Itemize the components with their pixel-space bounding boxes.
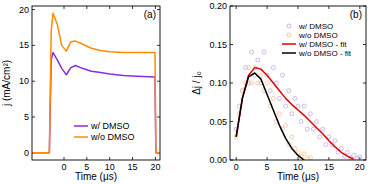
legend-swatch bbox=[74, 125, 88, 127]
plot-data bbox=[234, 50, 362, 160]
scatter-point bbox=[293, 96, 297, 100]
y-tick-label: 10 bbox=[19, 76, 29, 86]
scatter-point bbox=[256, 58, 260, 62]
y-tick bbox=[363, 83, 366, 84]
scatter-point bbox=[308, 156, 312, 160]
legend-swatch bbox=[282, 43, 296, 45]
scatter-point bbox=[321, 127, 325, 131]
scatter-point bbox=[299, 120, 303, 124]
y-tick-label: 15 bbox=[19, 40, 29, 50]
legend-swatch bbox=[287, 33, 291, 37]
panel-label: (b) bbox=[350, 9, 362, 20]
frame bbox=[230, 6, 366, 160]
scatter-point bbox=[290, 112, 294, 116]
legend-swatch bbox=[287, 24, 291, 28]
scatter-point bbox=[315, 120, 319, 124]
scatter-point bbox=[311, 127, 315, 131]
series-line bbox=[32, 13, 160, 153]
y-tick-label: 0.10 bbox=[209, 78, 227, 88]
legend: w/ DMSOw/o DMSOw/ DMSO - fitw/o DMSO - f… bbox=[282, 22, 352, 58]
scatter-point bbox=[324, 143, 328, 147]
frame bbox=[32, 6, 160, 160]
y-tick-label: 20 bbox=[19, 5, 29, 15]
scatter-point bbox=[339, 146, 343, 150]
legend-label: w/ DMSO - fit bbox=[298, 40, 347, 49]
panel: 0510152005101520Time (μs)j (mA/cm²)(a)w/… bbox=[1, 5, 160, 182]
scatter-point bbox=[305, 127, 309, 131]
scatter-point bbox=[247, 66, 251, 70]
legend-swatch bbox=[282, 52, 296, 54]
y-tick-label: 0.15 bbox=[209, 40, 227, 50]
scatter-point bbox=[318, 135, 322, 139]
x-tick-label: 20 bbox=[355, 162, 365, 172]
scatter-point bbox=[308, 112, 312, 116]
scatter-point bbox=[281, 73, 285, 77]
scatter-point bbox=[262, 50, 266, 54]
x-tick-label: 15 bbox=[324, 162, 334, 172]
scatter-point bbox=[290, 135, 294, 139]
legend-label: w/ DMSO bbox=[90, 121, 130, 131]
y-tick bbox=[363, 121, 366, 122]
y-axis-label: j (mA/cm²) bbox=[1, 60, 12, 107]
x-tick-label: 0 bbox=[61, 162, 66, 172]
scatter-point bbox=[250, 50, 254, 54]
legend-label: w/o DMSO - fit bbox=[298, 49, 352, 58]
panel-label: (a) bbox=[144, 9, 156, 20]
panel: 051015200.000.050.100.150.20Time (μs)Δj … bbox=[191, 1, 366, 182]
y-tick bbox=[363, 44, 366, 45]
scatter-point bbox=[271, 96, 275, 100]
scatter-point bbox=[256, 81, 260, 85]
scatter-point bbox=[250, 81, 254, 85]
y-tick-label: 0.00 bbox=[209, 155, 227, 165]
scatter-point bbox=[333, 139, 337, 143]
scatter-point bbox=[271, 66, 275, 70]
scatter-point bbox=[277, 112, 281, 116]
legend-label: w/o DMSO bbox=[90, 132, 135, 142]
series-line bbox=[236, 73, 304, 160]
legend: w/ DMSOw/o DMSO bbox=[74, 121, 135, 142]
x-tick-label: 5 bbox=[265, 162, 270, 172]
series-line bbox=[236, 68, 353, 160]
legend-label: w/o DMSO bbox=[298, 31, 338, 40]
x-tick-label: 0 bbox=[234, 162, 239, 172]
scatter-point bbox=[296, 104, 300, 108]
plot-data bbox=[32, 13, 160, 153]
scatter-point bbox=[277, 96, 281, 100]
scatter-point bbox=[302, 104, 306, 108]
scatter-point bbox=[265, 81, 269, 85]
scatter-point bbox=[284, 123, 288, 127]
y-axis-label: Δj / j₀ bbox=[191, 71, 202, 95]
x-tick-label: 20 bbox=[150, 162, 160, 172]
y-tick-label: 0.20 bbox=[209, 1, 227, 11]
scatter-point bbox=[358, 155, 362, 159]
scatter-point bbox=[345, 150, 349, 154]
legend-swatch bbox=[74, 136, 88, 138]
scatter-point bbox=[268, 89, 272, 93]
y-tick-label: 0.05 bbox=[209, 117, 227, 127]
legend-label: w/ DMSO bbox=[298, 22, 333, 31]
scatter-point bbox=[302, 152, 306, 156]
x-axis-label: Time (μs) bbox=[75, 171, 117, 182]
scatter-point bbox=[287, 89, 291, 93]
y-tick-label: 5 bbox=[24, 112, 29, 122]
scatter-point bbox=[284, 104, 288, 108]
x-axis-label: Time (μs) bbox=[277, 171, 319, 182]
figure: 0510152005101520Time (μs)j (mA/cm²)(a)w/… bbox=[0, 0, 374, 184]
x-tick-label: 15 bbox=[128, 162, 138, 172]
y-tick-label: 0 bbox=[24, 148, 29, 158]
